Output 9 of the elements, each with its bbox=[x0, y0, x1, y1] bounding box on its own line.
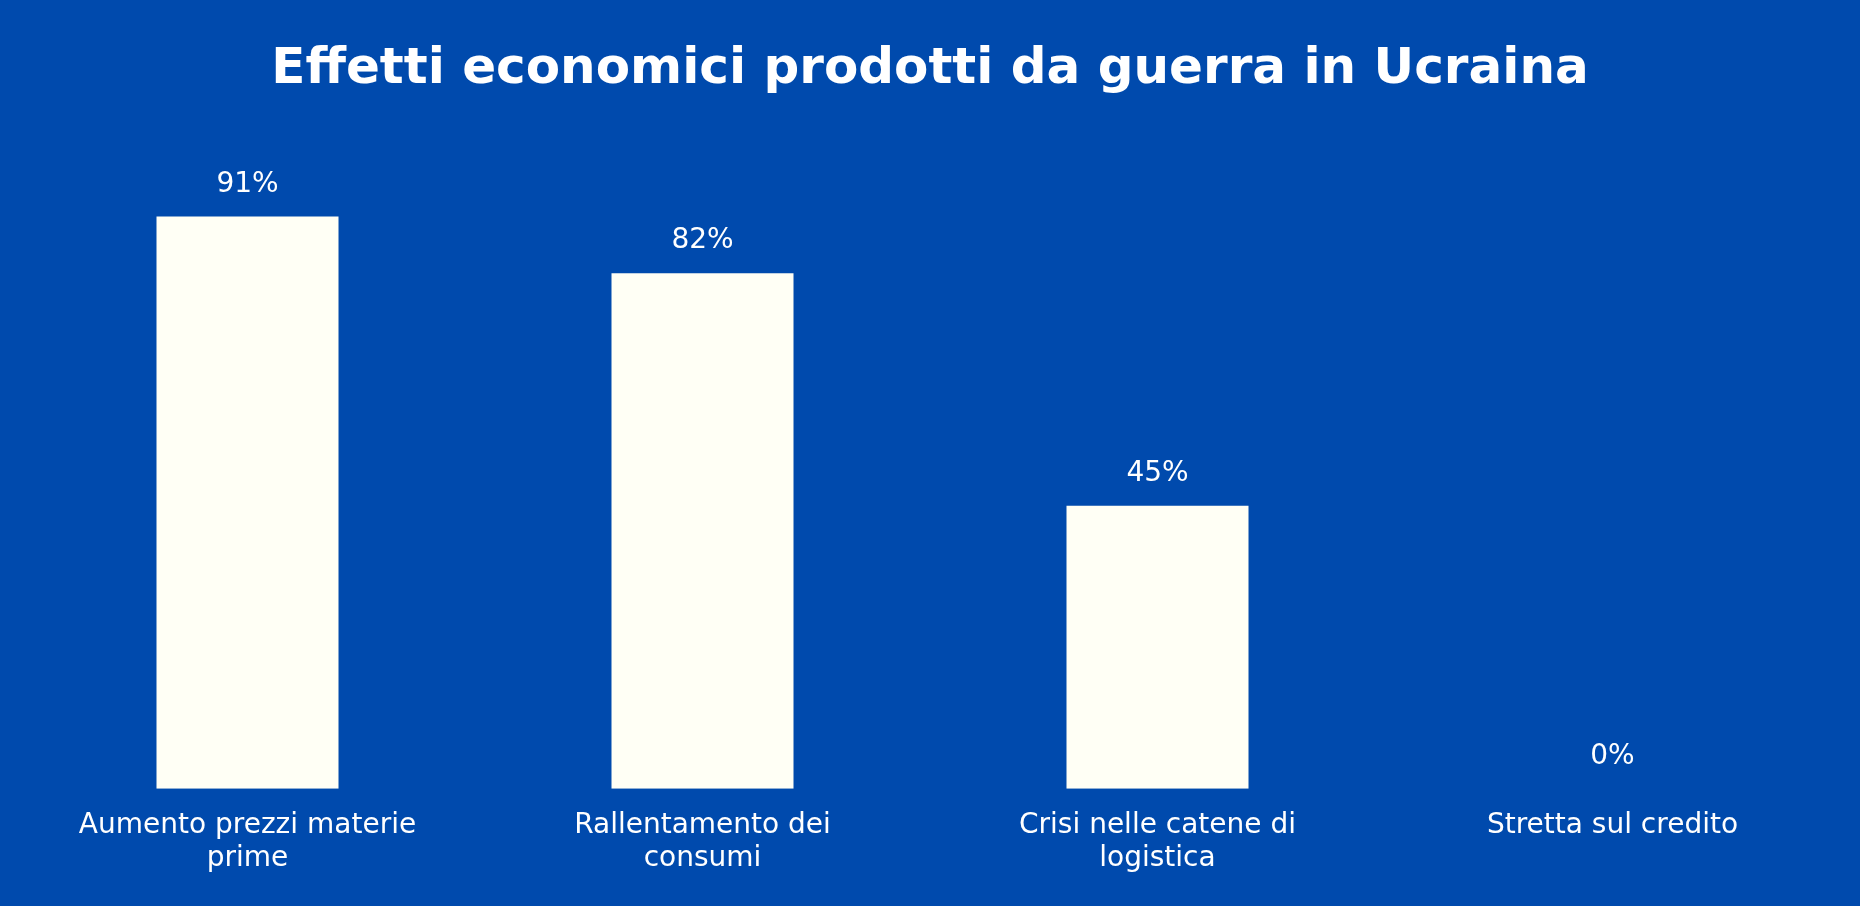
x-tick-label: Rallentamento dei consumi bbox=[574, 806, 831, 874]
data-label: 91% bbox=[216, 165, 279, 199]
chart-title: Effetti economici prodotti da guerra in Ucraina bbox=[271, 36, 1589, 95]
x-tick-label: Aumento prezzi materie prime bbox=[78, 806, 417, 874]
x-tick-label: Stretta sul credito bbox=[1486, 806, 1739, 840]
data-label: 0% bbox=[1590, 738, 1635, 772]
x-tick-label: Crisi nelle catene di logistica bbox=[1019, 806, 1296, 874]
data-label: 82% bbox=[671, 222, 734, 256]
data-label: 45% bbox=[1126, 455, 1189, 489]
